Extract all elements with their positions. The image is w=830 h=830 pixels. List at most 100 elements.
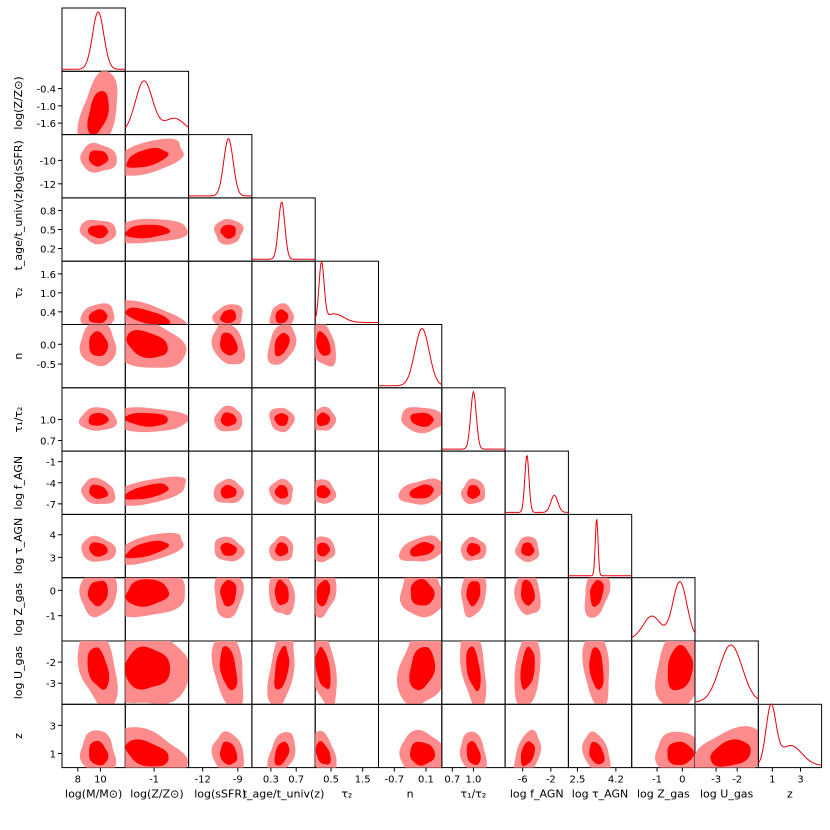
panel-frame [757,703,823,769]
x-tick-label: 2.5 [569,775,585,786]
axis-label-ugas: log U_gas [12,646,25,700]
contour-inner [466,543,481,557]
contour-inner [316,412,330,427]
density-curve-logz [124,80,189,128]
panel-tau1-vs-z: 0.7 1.0 τ₁/τ₂ [441,703,506,801]
contour-inner [274,741,290,766]
panel-n-vs-ugas [378,640,443,705]
x-tick-label: -0.7 [385,775,405,786]
density-curve-tau2 [314,259,379,323]
axis-label-z: z [12,733,25,739]
contour-inner [89,542,108,557]
x-tick-label: 3 [797,775,803,786]
panel-hist-ssfr [188,134,253,199]
panel-mass-vs-tage: 0.2 0.5 0.8 t_age/t_univ(z) [12,189,126,271]
y-tick-label: 0.2 [40,245,56,256]
contour-inner [125,413,168,427]
panel-frame [441,387,506,452]
x-tick-label: 0 [679,775,685,786]
panel-fagn-vs-zgas [504,577,569,642]
x-tick-label: 0.7 [288,775,304,786]
panel-n-vs-fagn [378,450,443,515]
panel-tau1-vs-fagn [441,450,506,515]
panel-logz-vs-tau1 [124,387,190,452]
contour-inner [220,484,237,499]
contour-inner [126,147,169,168]
axis-label-tage: t_age/t_univ(z) [12,189,25,271]
axis-label-tau2: τ₂ [341,788,352,801]
panel-hist-zgas [631,577,696,642]
panel-mass-vs-zgas: -1 0 log Z_gas [12,577,126,642]
contour-inner [316,580,331,607]
panel-logz-vs-ssfr [124,134,190,199]
panel-fagn-vs-ugas [504,640,569,705]
axis-label-logz: log(Z/Z⊙) [130,788,183,801]
y-tick-label: -1 [46,458,56,469]
y-tick-label: -1 [46,612,56,623]
x-tick-label: 1 [769,775,775,786]
panel-frame [567,513,633,579]
contour-inner [466,581,481,607]
density-curve-fagn [505,455,569,513]
axis-label-tau2: τ₂ [12,287,25,298]
contour-inner [88,150,109,167]
panel-tau2-vs-n [314,324,380,389]
axis-label-fagn: log f_AGN [510,788,564,801]
contour-inner [87,91,109,135]
panel-ugas-vs-z: -3 -2 log U_gas [694,703,759,801]
panel-hist-tau2 [314,259,380,326]
contour-inner [275,309,289,324]
axis-label-logz: log(Z/Z⊙) [12,76,25,129]
contour-inner [274,413,289,426]
contour-inner [409,646,436,691]
contour-inner [589,647,604,690]
density-curve-z [757,703,822,766]
panel-hist-ugas [694,640,759,705]
contour-inner [466,646,481,692]
panel-ssfr-vs-n [188,324,253,389]
contour-inner [409,741,436,766]
x-tick-label: -6 [518,775,528,786]
panel-tage-vs-tau2 [251,260,316,326]
panel-frame [188,134,253,199]
density-curve-zgas [631,581,696,638]
contour-inner [125,307,171,325]
y-tick-label: 1.0 [40,289,56,300]
contour-inner [125,579,170,607]
contour-inner [520,741,535,767]
panel-tau2-vs-tau1 [314,387,380,452]
contour-inner [667,741,695,765]
density-curve-tage [251,201,316,260]
x-tick-label: 4.2 [608,775,624,786]
y-tick-label: -0.4 [36,85,56,96]
panel-hist-logz [124,70,190,136]
axis-label-ugas: log U_gas [700,788,754,801]
contour-inner [589,741,605,765]
x-tick-label: 1.5 [355,775,371,786]
panel-ssfr-vs-ugas [188,640,253,705]
panel-logz-vs-n [124,324,190,389]
panel-n-vs-zgas [378,577,443,642]
density-curve-ssfr [188,138,252,197]
contour-inner [317,542,330,557]
y-tick-label: -3 [46,679,56,690]
contour-inner [667,644,694,691]
panel-fagn-vs-tauagn [504,513,569,579]
panel-hist-tauagn [567,513,633,579]
contour-inner [89,740,109,766]
y-tick-label: -7 [46,500,56,511]
panel-tage-vs-tau1 [251,387,316,452]
panel-logz-vs-tau2 [124,260,190,326]
panel-mass-vs-ssfr: -12 -10 log(sSFR) [12,134,126,199]
panel-tau2-vs-fagn [314,450,380,515]
panel-ssfr-vs-tau2 [188,260,253,326]
panel-tau2-vs-tauagn [314,513,380,579]
y-tick-label: -12 [40,180,56,191]
contour-inner [87,580,108,607]
contour-inner [316,485,331,499]
axis-label-mass: log(M/M⊙) [65,788,122,801]
axis-label-n: n [407,788,414,801]
panel-tau1-vs-ugas [441,640,506,705]
contour-inner [89,484,109,499]
contour-inner [275,542,289,557]
